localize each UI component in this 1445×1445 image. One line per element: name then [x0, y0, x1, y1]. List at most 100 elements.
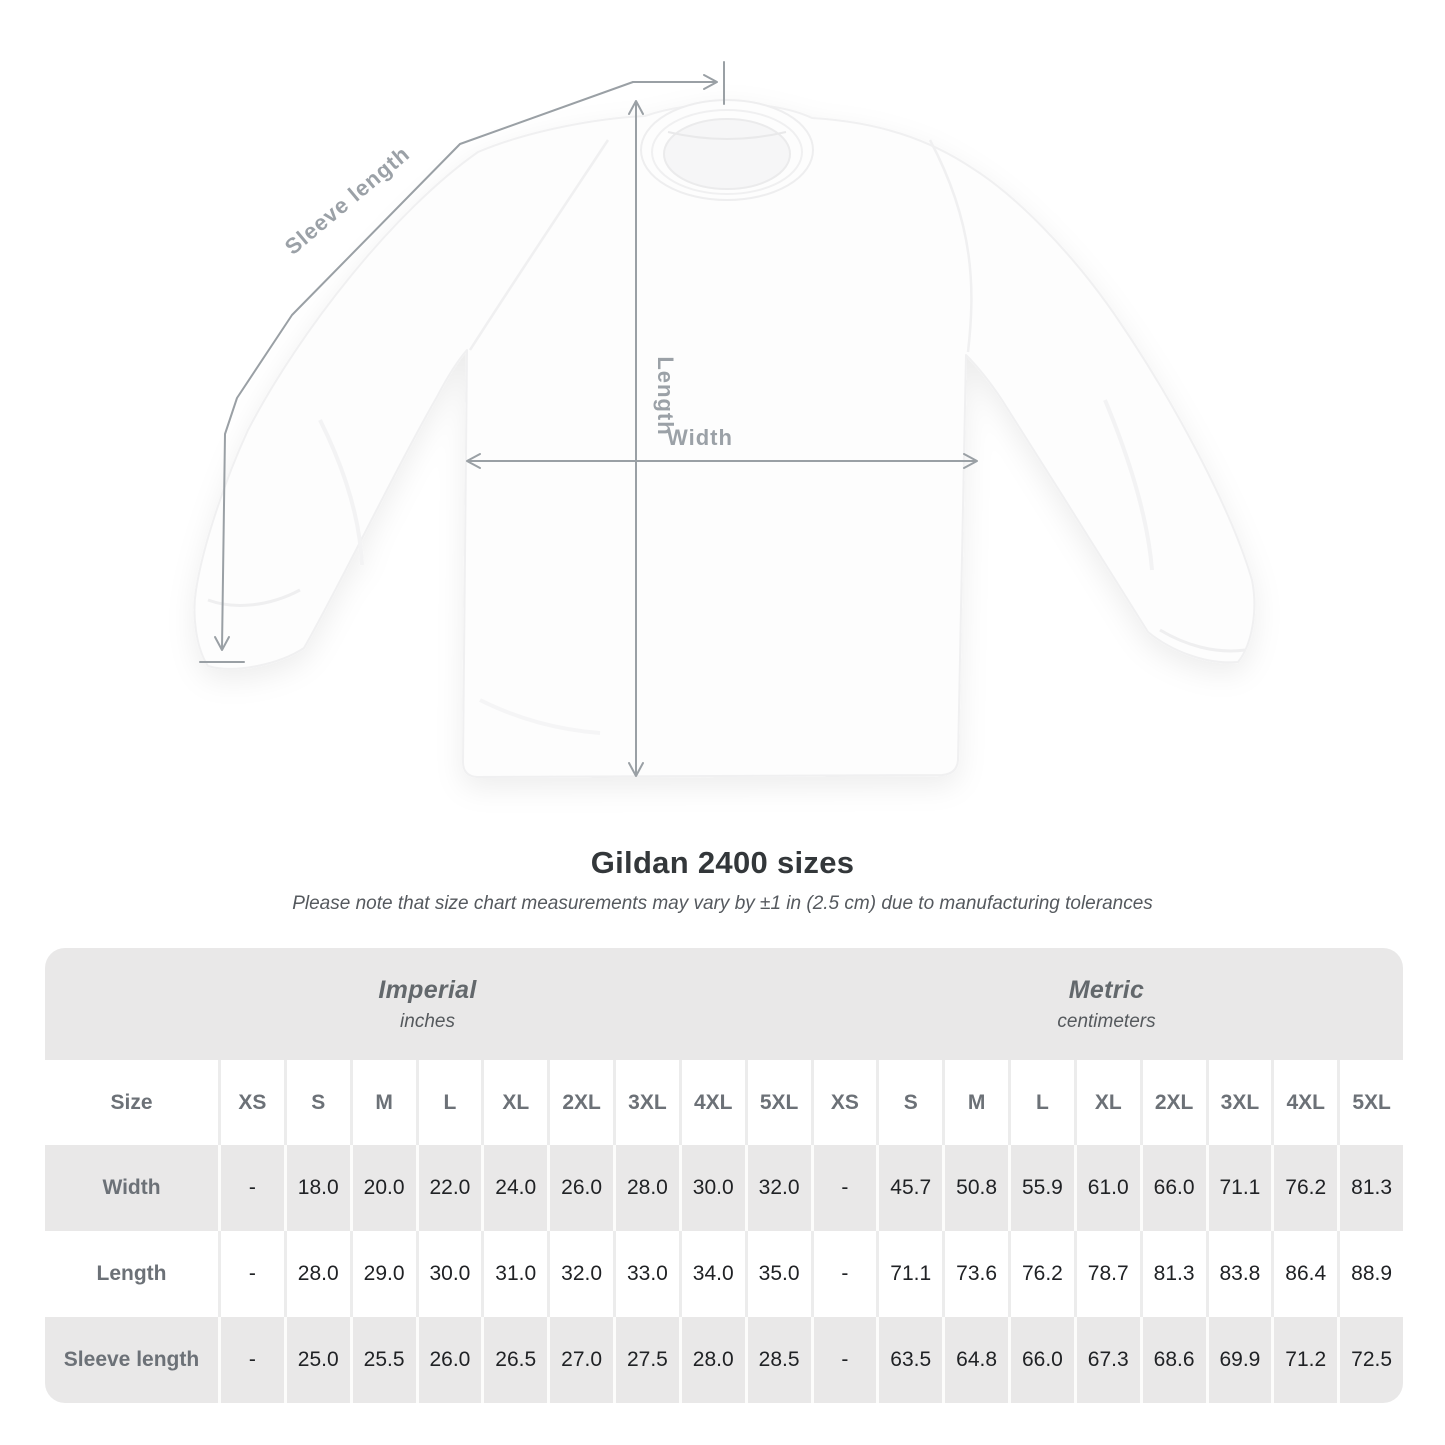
size-col-header: 5XL: [1337, 1060, 1403, 1145]
measurement-value: -: [218, 1231, 284, 1317]
measurement-value: 76.2: [1271, 1145, 1338, 1231]
measurement-value: 50.8: [942, 1145, 1008, 1231]
unit-system-header-band: Imperial inches Metric centimeters: [45, 948, 1403, 1060]
measurement-value: 78.7: [1073, 1231, 1140, 1317]
measurement-value: 76.2: [1008, 1231, 1074, 1317]
left-sleeve-fold: [318, 419, 364, 566]
measurement-value: 28.0: [283, 1231, 350, 1317]
measurement-value: 28.5: [744, 1317, 811, 1403]
shirt-diagram: Sleeve length Length Width: [193, 61, 1256, 778]
metric-section-header: Metric centimeters: [810, 948, 1403, 1060]
measurement-value: 25.0: [283, 1317, 350, 1403]
measurement-value: 20.0: [349, 1145, 416, 1231]
measurement-value: 27.0: [547, 1317, 613, 1403]
measurement-value: 35.0: [744, 1231, 811, 1317]
measurement-value: 28.0: [678, 1317, 745, 1403]
row-label: Width: [45, 1145, 218, 1231]
measurement-value: 26.0: [547, 1145, 613, 1231]
measurement-value: 64.8: [942, 1317, 1008, 1403]
right-sleeve-fold: [1103, 399, 1154, 571]
metric-unit: centimeters: [1057, 1010, 1156, 1032]
measurement-value: 27.5: [613, 1317, 679, 1403]
measurement-value: 68.6: [1139, 1317, 1206, 1403]
size-col-header: 5XL: [744, 1060, 811, 1145]
size-col-header: 4XL: [678, 1060, 745, 1145]
measurement-value: 81.3: [1337, 1145, 1403, 1231]
measurement-value: -: [810, 1317, 877, 1403]
back-collar-line: [667, 131, 787, 140]
size-col-header: XL: [481, 1060, 548, 1145]
size-col-header: XS: [218, 1060, 284, 1145]
size-col-header: L: [1008, 1060, 1074, 1145]
width-measure: [466, 453, 978, 469]
imperial-unit: inches: [400, 1010, 455, 1032]
measurement-value: 66.0: [1139, 1145, 1206, 1231]
measurement-value: -: [810, 1145, 877, 1231]
measurement-value: 33.0: [613, 1231, 679, 1317]
row-label: Sleeve length: [45, 1317, 218, 1403]
long-sleeve-shirt-illustration: [193, 99, 1256, 778]
measurement-value: 26.5: [481, 1317, 548, 1403]
length-measure: [628, 100, 644, 777]
size-col-header: XS: [810, 1060, 877, 1145]
measurement-value: 61.0: [1073, 1145, 1140, 1231]
measurement-value: 26.0: [415, 1317, 482, 1403]
size-col-header: 2XL: [1139, 1060, 1206, 1145]
size-col-header: M: [349, 1060, 416, 1145]
page-title: Gildan 2400 sizes: [590, 845, 855, 880]
imperial-header: Imperial: [378, 975, 477, 1004]
measurement-value: 28.0: [613, 1145, 679, 1231]
size-header: Size: [45, 1060, 218, 1145]
size-col-header: S: [876, 1060, 943, 1145]
body-fold: [479, 698, 601, 735]
measurement-value: 22.0: [415, 1145, 482, 1231]
width-label: Width: [667, 425, 733, 450]
measurement-value: 72.5: [1337, 1317, 1403, 1403]
metric-header: Metric: [1068, 975, 1145, 1004]
measurement-value: 29.0: [349, 1231, 416, 1317]
imperial-section-header: Imperial inches: [45, 948, 810, 1060]
measurement-value: 86.4: [1271, 1231, 1338, 1317]
measurement-value: 67.3: [1073, 1317, 1140, 1403]
size-table: Imperial inches Metric centimeters Size X…: [45, 948, 1403, 1403]
measurement-value: 88.9: [1337, 1231, 1403, 1317]
measurement-value: 24.0: [481, 1145, 548, 1231]
measurement-value: 32.0: [547, 1231, 613, 1317]
measurement-value: 71.1: [876, 1231, 943, 1317]
measurement-value: 18.0: [283, 1145, 350, 1231]
measurement-value: 66.0: [1008, 1317, 1074, 1403]
measurement-value: 83.8: [1205, 1231, 1272, 1317]
measurement-value: 63.5: [876, 1317, 943, 1403]
measurement-value: 45.7: [876, 1145, 943, 1231]
measurement-value: 71.2: [1271, 1317, 1338, 1403]
measurement-value: -: [810, 1231, 877, 1317]
collar-opening: [663, 118, 791, 190]
right-cuff-seam: [1159, 628, 1246, 653]
sleeve-length-measure: [199, 61, 725, 663]
collar-seam: [651, 109, 803, 195]
left-armhole-seam: [468, 139, 610, 351]
size-col-header: 3XL: [1205, 1060, 1272, 1145]
measurement-value: -: [218, 1317, 284, 1403]
measurement-value: 81.3: [1139, 1231, 1206, 1317]
measurement-value: 30.0: [678, 1145, 745, 1231]
right-armhole-seam: [928, 139, 973, 353]
measurement-value: 69.9: [1205, 1317, 1272, 1403]
measurement-value: 31.0: [481, 1231, 548, 1317]
size-col-header: 3XL: [613, 1060, 679, 1145]
size-col-header: 4XL: [1271, 1060, 1338, 1145]
row-label: Length: [45, 1231, 218, 1317]
measurement-value: -: [218, 1145, 284, 1231]
length-label: Length: [653, 356, 678, 435]
measurement-value: 34.0: [678, 1231, 745, 1317]
measurement-value: 55.9: [1008, 1145, 1074, 1231]
measurement-value: 25.5: [349, 1317, 416, 1403]
size-col-header: M: [942, 1060, 1008, 1145]
measurement-value: 32.0: [744, 1145, 811, 1231]
size-col-header: XL: [1073, 1060, 1140, 1145]
measurement-value: 71.1: [1205, 1145, 1272, 1231]
size-grid: Size XS S M L XL 2XL 3XL 4XL 5XL XS S M L XL 2XL 3XL 4XL 5…: [45, 1060, 1403, 1403]
tolerance-note: Please note that size chart measurements…: [292, 893, 1153, 914]
left-cuff-seam: [207, 588, 301, 607]
